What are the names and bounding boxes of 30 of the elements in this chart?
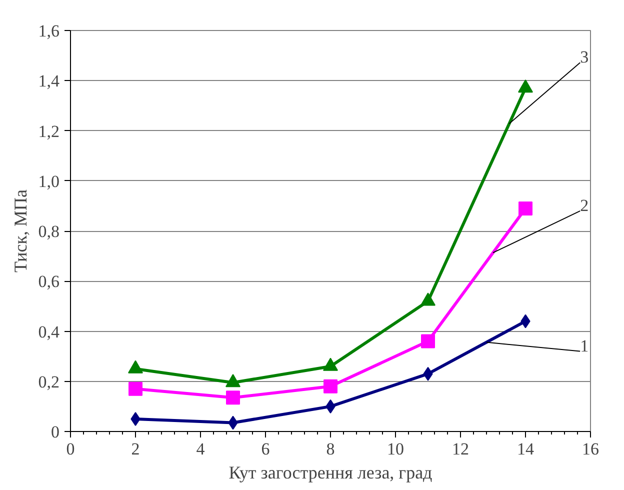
point	[518, 80, 533, 93]
x-tick-label: 2	[131, 440, 140, 458]
x-tick-label: 4	[196, 440, 206, 458]
text: 3	[580, 48, 589, 67]
x-tick-label: 0	[66, 440, 75, 458]
y-tick-label: 0,8	[38, 222, 60, 241]
y-tick-label: 1,0	[38, 172, 60, 191]
point	[421, 334, 435, 348]
point	[128, 382, 142, 396]
text: 2	[580, 196, 589, 215]
y-tick-label: 0,2	[38, 372, 60, 392]
point	[226, 390, 240, 405]
y-tick-label: 0,6	[38, 272, 60, 292]
x-tick-label: 14	[517, 440, 534, 458]
y-tick-label: 1,2	[38, 122, 60, 141]
point	[420, 292, 436, 306]
x-tick-label: 16	[582, 440, 599, 458]
x-tick-label: 8	[326, 440, 335, 458]
y-tick-label: 0	[51, 422, 60, 442]
y-tick-label: 1,4	[38, 72, 60, 91]
x-tick-label: 6	[261, 440, 270, 458]
point	[324, 379, 338, 394]
x-axis-title: Кут загострення леза, град	[228, 462, 432, 482]
text: 1	[580, 336, 589, 356]
point	[518, 201, 532, 216]
y-tick-label: 1,6	[38, 22, 60, 40]
x-tick-label: 12	[452, 440, 469, 458]
y-axis-title: Тиск, МПа	[10, 190, 30, 272]
x-tick-label: 10	[387, 440, 404, 458]
y-tick-label: 0,4	[38, 322, 60, 342]
